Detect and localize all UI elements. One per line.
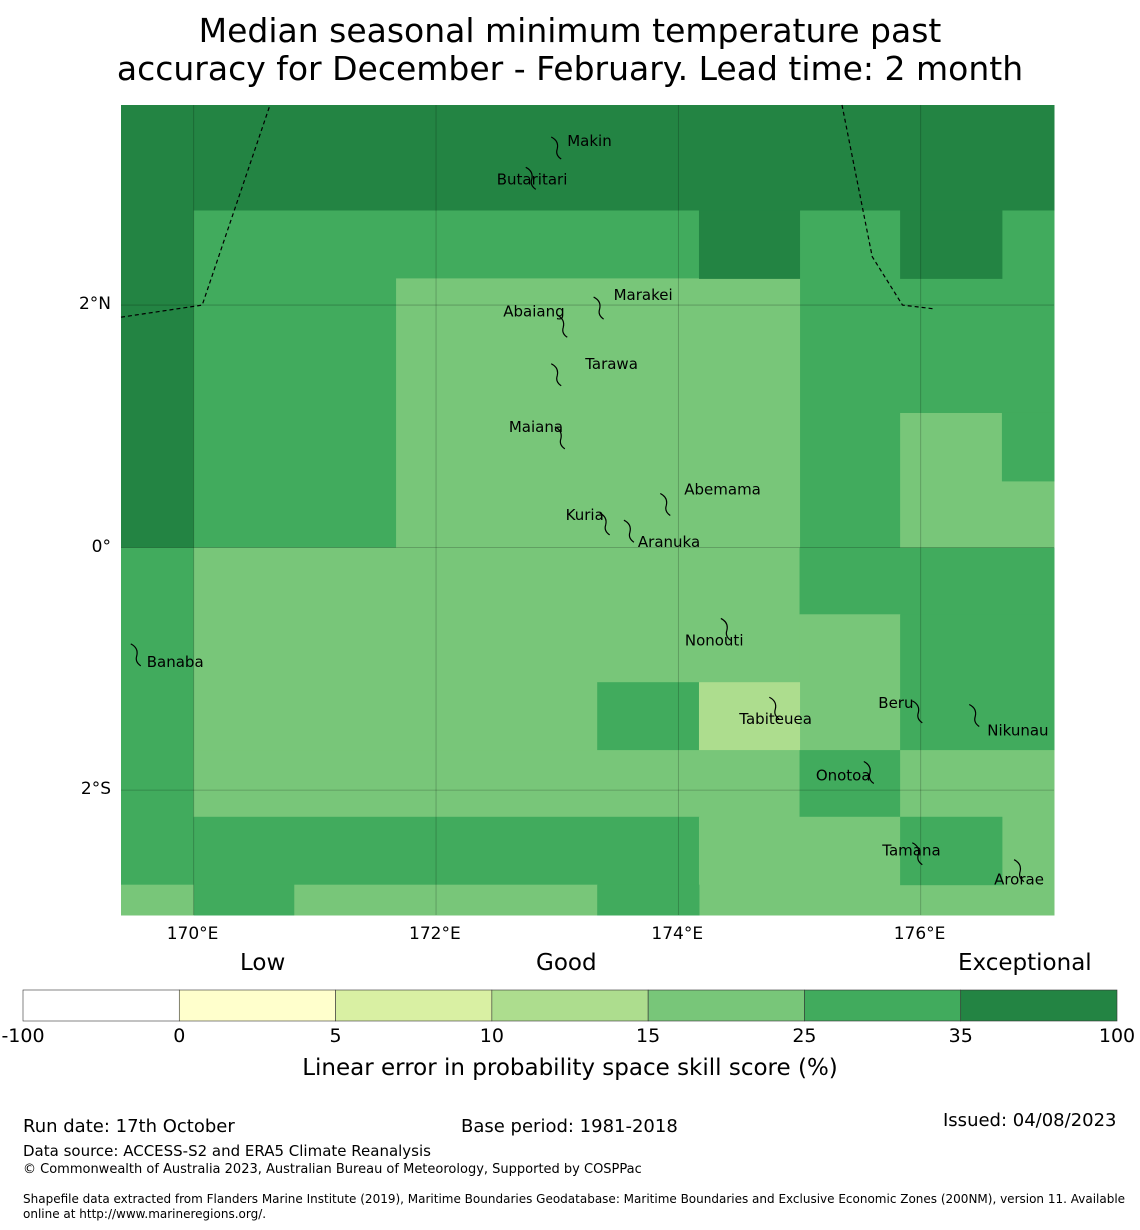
island-label: Onotoa xyxy=(816,766,871,784)
island-outline xyxy=(769,696,780,720)
colorbar-bin xyxy=(804,989,962,1022)
island-label: Beru xyxy=(878,694,913,712)
grid-cell xyxy=(121,105,195,549)
colorbar-tick-label: 10 xyxy=(479,1025,504,1047)
island-outline xyxy=(659,492,671,517)
data-source: Data source: ACCESS-S2 and ERA5 Climate … xyxy=(23,1142,431,1160)
island-label: Banaba xyxy=(147,653,204,671)
island-label: Nikunau xyxy=(987,722,1048,740)
grid-cell xyxy=(799,614,901,751)
island-label: Tarawa xyxy=(584,355,638,373)
colorbar-tick-label: 15 xyxy=(636,1025,661,1047)
colorbar-tick-label: 100 xyxy=(1098,1025,1136,1047)
colorbar-bin xyxy=(22,989,180,1022)
island-label: Abaiang xyxy=(503,302,564,320)
colorbar-label: Linear error in probability space skill … xyxy=(302,1055,838,1081)
category-low: Low xyxy=(240,950,286,976)
grid-cell xyxy=(396,278,801,549)
island-outline xyxy=(550,136,562,160)
colorbar-tick-label: 25 xyxy=(792,1025,817,1047)
island-label: Aranuka xyxy=(638,533,700,551)
colorbar-bin xyxy=(178,989,336,1022)
colorbar-tick-label: 5 xyxy=(329,1025,342,1047)
island-outline xyxy=(720,617,732,641)
island-label: Nonouti xyxy=(685,631,744,649)
island-label: Tamana xyxy=(881,842,940,860)
y-tick-label: 0° xyxy=(91,536,111,557)
y-tick-label: 2°N xyxy=(78,294,111,315)
chart-title-line-1: Median seasonal minimum temperature past xyxy=(198,11,942,50)
base-period: Base period: 1981-2018 xyxy=(461,1116,678,1137)
y-tick-label: 2°S xyxy=(80,779,111,800)
grid-cell xyxy=(799,750,901,818)
colorbar-tick-label: 35 xyxy=(948,1025,973,1047)
copyright: © Commonwealth of Australia 2023, Austra… xyxy=(23,1162,642,1177)
graticule xyxy=(121,105,1054,915)
category-exceptional: Exceptional xyxy=(958,950,1092,976)
grid-cell xyxy=(900,210,1003,279)
island-outline xyxy=(1013,859,1025,883)
skill-grid xyxy=(121,105,1055,916)
grid-cell xyxy=(900,614,1055,751)
island-outline xyxy=(863,760,875,784)
colorbar-bin xyxy=(491,989,649,1022)
island-outline xyxy=(554,426,566,450)
island-label: Tabiteuea xyxy=(738,710,812,728)
island-label: Abemama xyxy=(684,481,761,499)
maritime-boundaries xyxy=(120,104,933,318)
islands-layer: Makin Butaritari Marakei Abaiang Tarawa Maian… xyxy=(130,132,1049,889)
island-outline xyxy=(599,512,611,536)
island-outline xyxy=(556,314,568,338)
island-label: Arorae xyxy=(994,871,1044,889)
grid-cell xyxy=(193,884,295,916)
island-label: Butaritari xyxy=(497,170,568,188)
colorbar xyxy=(22,989,1118,1022)
category-good: Good xyxy=(536,950,597,976)
island-outline xyxy=(623,519,635,543)
x-tick-label: 170°E xyxy=(166,924,219,944)
colorbar-bin xyxy=(647,989,805,1022)
island-label: Maiana xyxy=(509,418,563,436)
grid-cell xyxy=(597,682,700,751)
island-outline xyxy=(912,700,923,724)
colorbar-tick-label: -100 xyxy=(1,1025,45,1047)
grid-cell xyxy=(121,884,195,916)
island-label: Makin xyxy=(567,132,612,150)
x-tick-label: 174°E xyxy=(651,924,704,944)
island-label: Marakei xyxy=(614,286,673,304)
issued-date: Issued: 04/08/2023 xyxy=(943,1110,1117,1131)
grid-cell xyxy=(799,547,1055,615)
shapefile-credit-line-1: Shapefile data extracted from Flanders M… xyxy=(23,1192,1126,1206)
colorbar-bin xyxy=(335,989,493,1022)
island-outline xyxy=(525,166,537,190)
grid-cell xyxy=(900,816,1003,886)
map-svg: Makin Butaritari Marakei Abaiang Tarawa Maian… xyxy=(120,104,1055,916)
grid-cell xyxy=(193,750,801,818)
island-label: Kuria xyxy=(566,506,604,524)
colorbar-bin xyxy=(960,989,1118,1022)
grid-cell xyxy=(698,682,801,751)
x-tick-label: 176°E xyxy=(893,924,946,944)
grid-cell xyxy=(698,210,801,279)
grid-cell xyxy=(900,750,1055,818)
grid-cell xyxy=(193,816,700,886)
island-outline xyxy=(550,363,562,387)
shapefile-credit-line-2: online at http://www.marineregions.org/. xyxy=(23,1207,267,1221)
grid-cell xyxy=(193,105,1055,211)
run-date: Run date: 17th October xyxy=(23,1116,235,1137)
grid-cell xyxy=(597,884,700,916)
island-outline xyxy=(912,842,923,866)
colorbar-tick-label: 0 xyxy=(173,1025,186,1047)
grid-cell xyxy=(121,547,195,886)
x-tick-label: 172°E xyxy=(409,924,461,944)
island-outline xyxy=(130,643,142,667)
chart-title-line-2: accuracy for December - February. Lead t… xyxy=(116,49,1024,88)
eez-boundary-line xyxy=(841,104,933,310)
grid-cell xyxy=(1001,412,1055,482)
island-outline xyxy=(593,296,604,320)
grid-cell xyxy=(294,884,598,916)
island-outline xyxy=(968,703,980,727)
